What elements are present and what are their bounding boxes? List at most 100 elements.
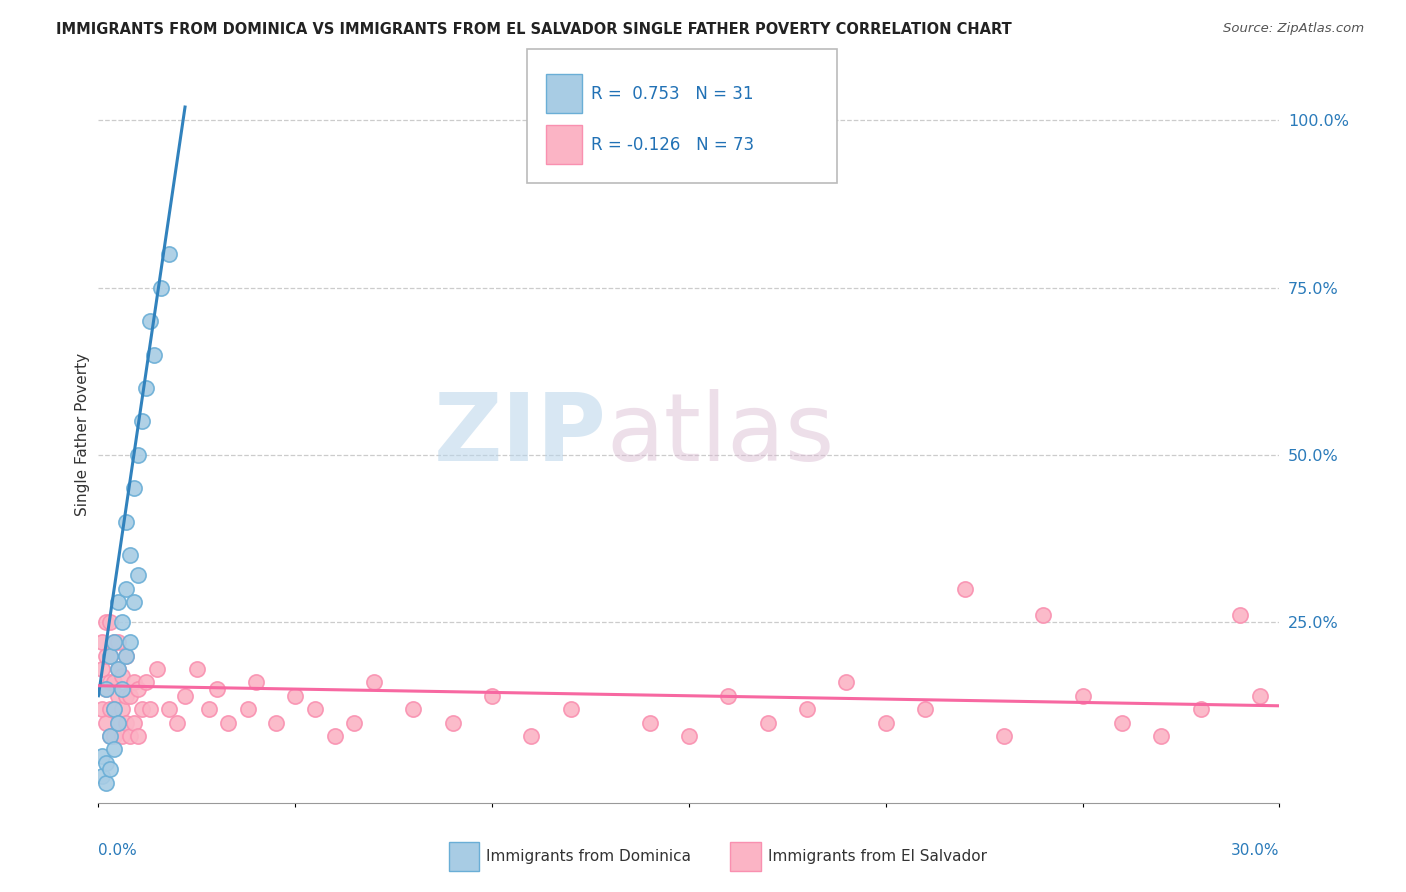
Point — [1032, 608, 1054, 623]
Point — [135, 675, 157, 690]
Point — [638, 715, 661, 730]
Point — [111, 729, 134, 743]
Point — [115, 689, 138, 703]
Point — [107, 689, 129, 703]
Point — [107, 595, 129, 609]
Point — [103, 635, 125, 649]
Point — [264, 715, 287, 730]
Point — [103, 742, 125, 756]
Point — [875, 715, 897, 730]
Point — [115, 582, 138, 596]
Point — [157, 247, 180, 261]
Point — [993, 729, 1015, 743]
Point — [115, 515, 138, 529]
Text: atlas: atlas — [606, 389, 835, 481]
Point — [142, 347, 165, 362]
Point — [150, 280, 173, 294]
Point — [835, 675, 858, 690]
Point — [96, 615, 118, 630]
Point — [678, 729, 700, 743]
Point — [98, 702, 121, 716]
Point — [138, 702, 160, 716]
Point — [103, 702, 125, 716]
Point — [284, 689, 307, 703]
Text: Immigrants from El Salvador: Immigrants from El Salvador — [768, 849, 987, 863]
Point — [363, 675, 385, 690]
Point — [796, 702, 818, 716]
Point — [186, 662, 208, 676]
Point — [756, 715, 779, 730]
Point — [441, 715, 464, 730]
Point — [118, 548, 141, 563]
Point — [520, 729, 543, 743]
Point — [96, 648, 118, 663]
Text: 30.0%: 30.0% — [1232, 843, 1279, 858]
Point — [107, 635, 129, 649]
Point — [98, 615, 121, 630]
Point — [1071, 689, 1094, 703]
Point — [96, 715, 118, 730]
Point — [91, 662, 114, 676]
Text: Immigrants from Dominica: Immigrants from Dominica — [486, 849, 692, 863]
Point — [118, 689, 141, 703]
Point — [118, 729, 141, 743]
Point — [111, 669, 134, 683]
Point — [91, 769, 114, 783]
Point — [96, 681, 118, 696]
Point — [107, 662, 129, 676]
Point — [103, 635, 125, 649]
Point — [127, 729, 149, 743]
Text: ZIP: ZIP — [433, 389, 606, 481]
Point — [323, 729, 346, 743]
Point — [107, 662, 129, 676]
Point — [103, 702, 125, 716]
Point — [1111, 715, 1133, 730]
Point — [98, 648, 121, 663]
Point — [118, 635, 141, 649]
Point — [96, 776, 118, 790]
Point — [343, 715, 366, 730]
Point — [98, 762, 121, 776]
Point — [131, 414, 153, 428]
Point — [166, 715, 188, 730]
Point — [98, 675, 121, 690]
Y-axis label: Single Father Poverty: Single Father Poverty — [75, 353, 90, 516]
Point — [91, 749, 114, 764]
Point — [127, 681, 149, 696]
Point — [174, 689, 197, 703]
Point — [127, 568, 149, 582]
Point — [115, 648, 138, 663]
Point — [96, 681, 118, 696]
Text: IMMIGRANTS FROM DOMINICA VS IMMIGRANTS FROM EL SALVADOR SINGLE FATHER POVERTY CO: IMMIGRANTS FROM DOMINICA VS IMMIGRANTS F… — [56, 22, 1012, 37]
Point — [304, 702, 326, 716]
Point — [98, 648, 121, 663]
Point — [953, 582, 976, 596]
Point — [111, 615, 134, 630]
Point — [402, 702, 425, 716]
Point — [914, 702, 936, 716]
Text: Source: ZipAtlas.com: Source: ZipAtlas.com — [1223, 22, 1364, 36]
Point — [127, 448, 149, 462]
Point — [115, 715, 138, 730]
Point — [122, 481, 145, 495]
Point — [138, 314, 160, 328]
Point — [197, 702, 219, 716]
Point — [91, 702, 114, 716]
Point — [560, 702, 582, 716]
Point — [122, 675, 145, 690]
Point — [107, 715, 129, 730]
Point — [157, 702, 180, 716]
Point — [122, 595, 145, 609]
Point — [146, 662, 169, 676]
Point — [103, 675, 125, 690]
Point — [103, 729, 125, 743]
Point — [135, 381, 157, 395]
Text: 0.0%: 0.0% — [98, 843, 138, 858]
Point — [111, 702, 134, 716]
Point — [205, 681, 228, 696]
Text: R =  0.753   N = 31: R = 0.753 N = 31 — [591, 85, 754, 103]
Point — [122, 715, 145, 730]
Point — [131, 702, 153, 716]
Point — [1150, 729, 1173, 743]
Point — [107, 715, 129, 730]
